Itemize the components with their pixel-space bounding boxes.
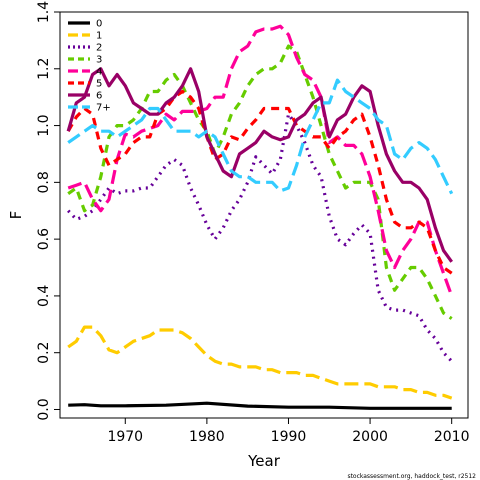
series-line-4 (67, 24, 454, 297)
y-tick-label-3: 0.6 (36, 228, 52, 250)
x-tick-label-2: 1990 (271, 429, 307, 445)
series-line-6 (66, 67, 453, 263)
y-tick-label-0: 0.0 (36, 398, 52, 420)
legend-label-4: 4 (96, 67, 102, 78)
series-line-0 (68, 401, 452, 410)
legend-label-1: 1 (96, 31, 102, 42)
x-axis-title: Year (247, 452, 281, 470)
series-line-2 (67, 112, 453, 363)
y-tick-label-5: 1.0 (36, 114, 52, 136)
legend-label-0: 0 (96, 19, 102, 30)
y-tick-label-1: 0.2 (36, 342, 52, 364)
legend-label-5: 5 (96, 79, 102, 90)
y-axis-title: F (7, 211, 25, 220)
x-tick-label-4: 2010 (434, 429, 470, 445)
y-tick-label-2: 0.4 (36, 285, 52, 307)
legend-label-7: 7+ (96, 103, 111, 114)
footnote: stockassessment.org, haddock_test, r2512 (347, 473, 476, 480)
series-lines (66, 24, 454, 410)
legend-label-6: 6 (96, 91, 102, 102)
y-tick-label-6: 1.2 (36, 58, 52, 80)
plot-frame (59, 11, 469, 419)
legend-label-2: 2 (96, 43, 102, 54)
x-tick-label-1: 1980 (189, 429, 225, 445)
series-line-3 (67, 44, 453, 320)
y-axis: 0.0 0.2 0.4 0.6 0.8 1.0 1.2 1.4 (36, 1, 60, 421)
legend-label-3: 3 (96, 55, 102, 66)
series-line-1 (67, 325, 453, 400)
x-axis: 1970 1980 1990 2000 2010 (107, 418, 470, 445)
series-line-7 (67, 78, 454, 195)
y-tick-label-4: 0.8 (36, 171, 52, 193)
x-tick-label-3: 2000 (352, 429, 388, 445)
y-tick-label-7: 1.4 (36, 1, 52, 23)
x-tick-label-0: 1970 (107, 429, 143, 445)
